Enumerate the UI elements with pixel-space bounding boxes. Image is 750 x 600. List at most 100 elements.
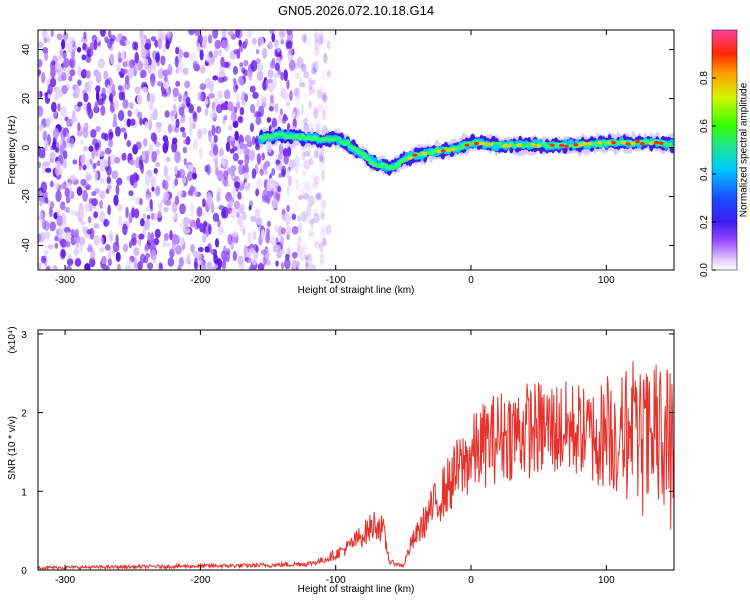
spectral-noise-blob <box>175 234 180 245</box>
spectral-noise-blob <box>95 125 101 133</box>
spectral-noise-blob <box>104 166 110 172</box>
colorbar: 0.0 0.2 0.4 0.6 0.8 Normalized spectral ampl… <box>699 29 750 277</box>
spectral-noise-blob <box>298 256 305 262</box>
spectral-noise-blob <box>256 99 261 108</box>
spectral-noise-blob <box>238 164 245 176</box>
spectral-noise-blob <box>87 216 92 224</box>
spectral-noise-blob <box>220 208 227 219</box>
spectral-peak-mark <box>611 141 617 145</box>
spectral-noise-blob <box>95 85 101 93</box>
spectral-noise-blob <box>56 33 63 41</box>
spectral-noise-blob <box>155 262 160 268</box>
spectral-noise-blob <box>223 115 228 121</box>
spectral-noise-blob <box>267 69 274 79</box>
spectral-noise-blob <box>129 159 135 166</box>
spectral-noise-blob <box>103 70 109 80</box>
spectral-noise-blob <box>295 179 300 191</box>
spectral-noise-blob <box>106 184 112 190</box>
spectrogram-x-label: Height of straight line (km) <box>298 285 415 296</box>
spectral-noise-blob <box>293 87 299 97</box>
spectral-peak-mark <box>445 148 451 152</box>
spectral-noise-blob <box>59 144 65 155</box>
spectral-noise-blob <box>289 90 293 101</box>
spectral-noise-blob <box>312 108 319 120</box>
spectral-noise-blob <box>121 152 127 161</box>
spectral-noise-blob <box>313 30 318 40</box>
spectral-noise-blob <box>144 173 151 186</box>
spectral-noise-blob <box>294 155 300 166</box>
spectral-noise-blob <box>261 152 265 161</box>
spectral-noise-blob <box>73 234 81 244</box>
spectral-noise-blob <box>293 178 297 184</box>
spectral-noise-blob <box>288 159 296 169</box>
snr-axes: -300 -200 -100 0 100 0 1 2 3 <box>21 330 674 586</box>
spectral-peak-mark <box>620 140 626 144</box>
spectral-noise-blob <box>296 215 302 222</box>
spectral-noise-blob <box>196 44 201 52</box>
figure-title: GN05.2026.072.10.18.G14 <box>278 3 434 18</box>
spectral-noise-blob <box>312 88 317 94</box>
spectral-noise-blob <box>321 70 326 81</box>
spectral-noise-blob <box>222 76 228 82</box>
spectral-noise-blob <box>254 208 261 219</box>
spectral-noise-blob <box>116 177 123 186</box>
spectral-noise-blob <box>322 237 327 247</box>
spectral-noise-blob <box>82 226 86 234</box>
colorbar-tick-label: 0.8 <box>699 71 710 85</box>
spectral-noise-blob <box>192 250 198 258</box>
spectral-noise-blob <box>282 113 287 120</box>
spectral-noise-blob <box>61 38 66 50</box>
x-tick-label: -200 <box>190 575 210 586</box>
spectral-noise-blob <box>99 165 105 172</box>
spectral-noise-blob <box>157 38 163 50</box>
spectral-noise-blob <box>324 147 331 154</box>
spectral-noise-blob <box>84 202 91 212</box>
spectral-noise-blob <box>248 204 252 211</box>
spectral-noise-blob <box>268 106 274 112</box>
spectral-noise-blob <box>83 31 87 40</box>
spectral-noise-blob <box>238 39 242 47</box>
spectral-noise-blob <box>275 159 281 165</box>
spectral-peak-mark <box>478 141 484 145</box>
spectral-noise-blob <box>131 232 137 242</box>
spectral-noise-blob <box>38 90 41 98</box>
spectral-noise-blob <box>145 253 151 259</box>
spectral-noise-blob <box>319 259 325 266</box>
spectral-noise-blob <box>227 101 234 112</box>
spectral-noise-blob <box>237 215 242 225</box>
spectral-noise-blob <box>178 236 185 246</box>
spectral-noise-blob <box>157 67 165 79</box>
spectral-noise-blob <box>239 62 244 68</box>
spectral-noise-blob <box>220 56 225 68</box>
spectral-noise-blob <box>90 249 96 261</box>
spectral-noise-blob <box>153 237 160 246</box>
spectral-noise-blob <box>95 89 100 102</box>
spectral-noise-blob <box>305 185 313 196</box>
spectral-noise-blob <box>116 203 123 212</box>
spectral-noise-blob <box>174 177 179 187</box>
spectral-peak-mark <box>582 141 588 146</box>
spectral-noise-blob <box>140 69 147 78</box>
spectral-noise-blob <box>174 55 179 68</box>
spectral-noise-blob <box>285 253 290 261</box>
spectral-noise-blob <box>155 185 161 195</box>
spectral-noise-blob <box>217 90 223 99</box>
spectral-noise-blob <box>141 48 147 59</box>
spectral-noise-blob <box>257 62 264 73</box>
spectral-noise-blob <box>250 215 257 222</box>
spectral-noise-blob <box>319 208 326 219</box>
spectral-noise-blob <box>132 41 137 50</box>
spectral-noise-blob <box>144 42 151 50</box>
spectral-noise-blob <box>251 37 257 45</box>
spectral-noise-blob <box>65 206 70 214</box>
spectral-noise-blob <box>43 249 49 255</box>
spectral-noise-blob <box>298 238 303 246</box>
spectral-noise-blob <box>211 107 217 119</box>
spectral-noise-blob <box>186 252 191 263</box>
spectral-noise-blob <box>304 70 309 80</box>
spectral-noise-blob <box>244 181 249 188</box>
spectral-noise-blob <box>164 110 170 118</box>
spectral-noise-blob <box>116 65 122 73</box>
spectral-noise-blob <box>297 56 304 69</box>
spectral-noise-blob <box>155 161 161 168</box>
